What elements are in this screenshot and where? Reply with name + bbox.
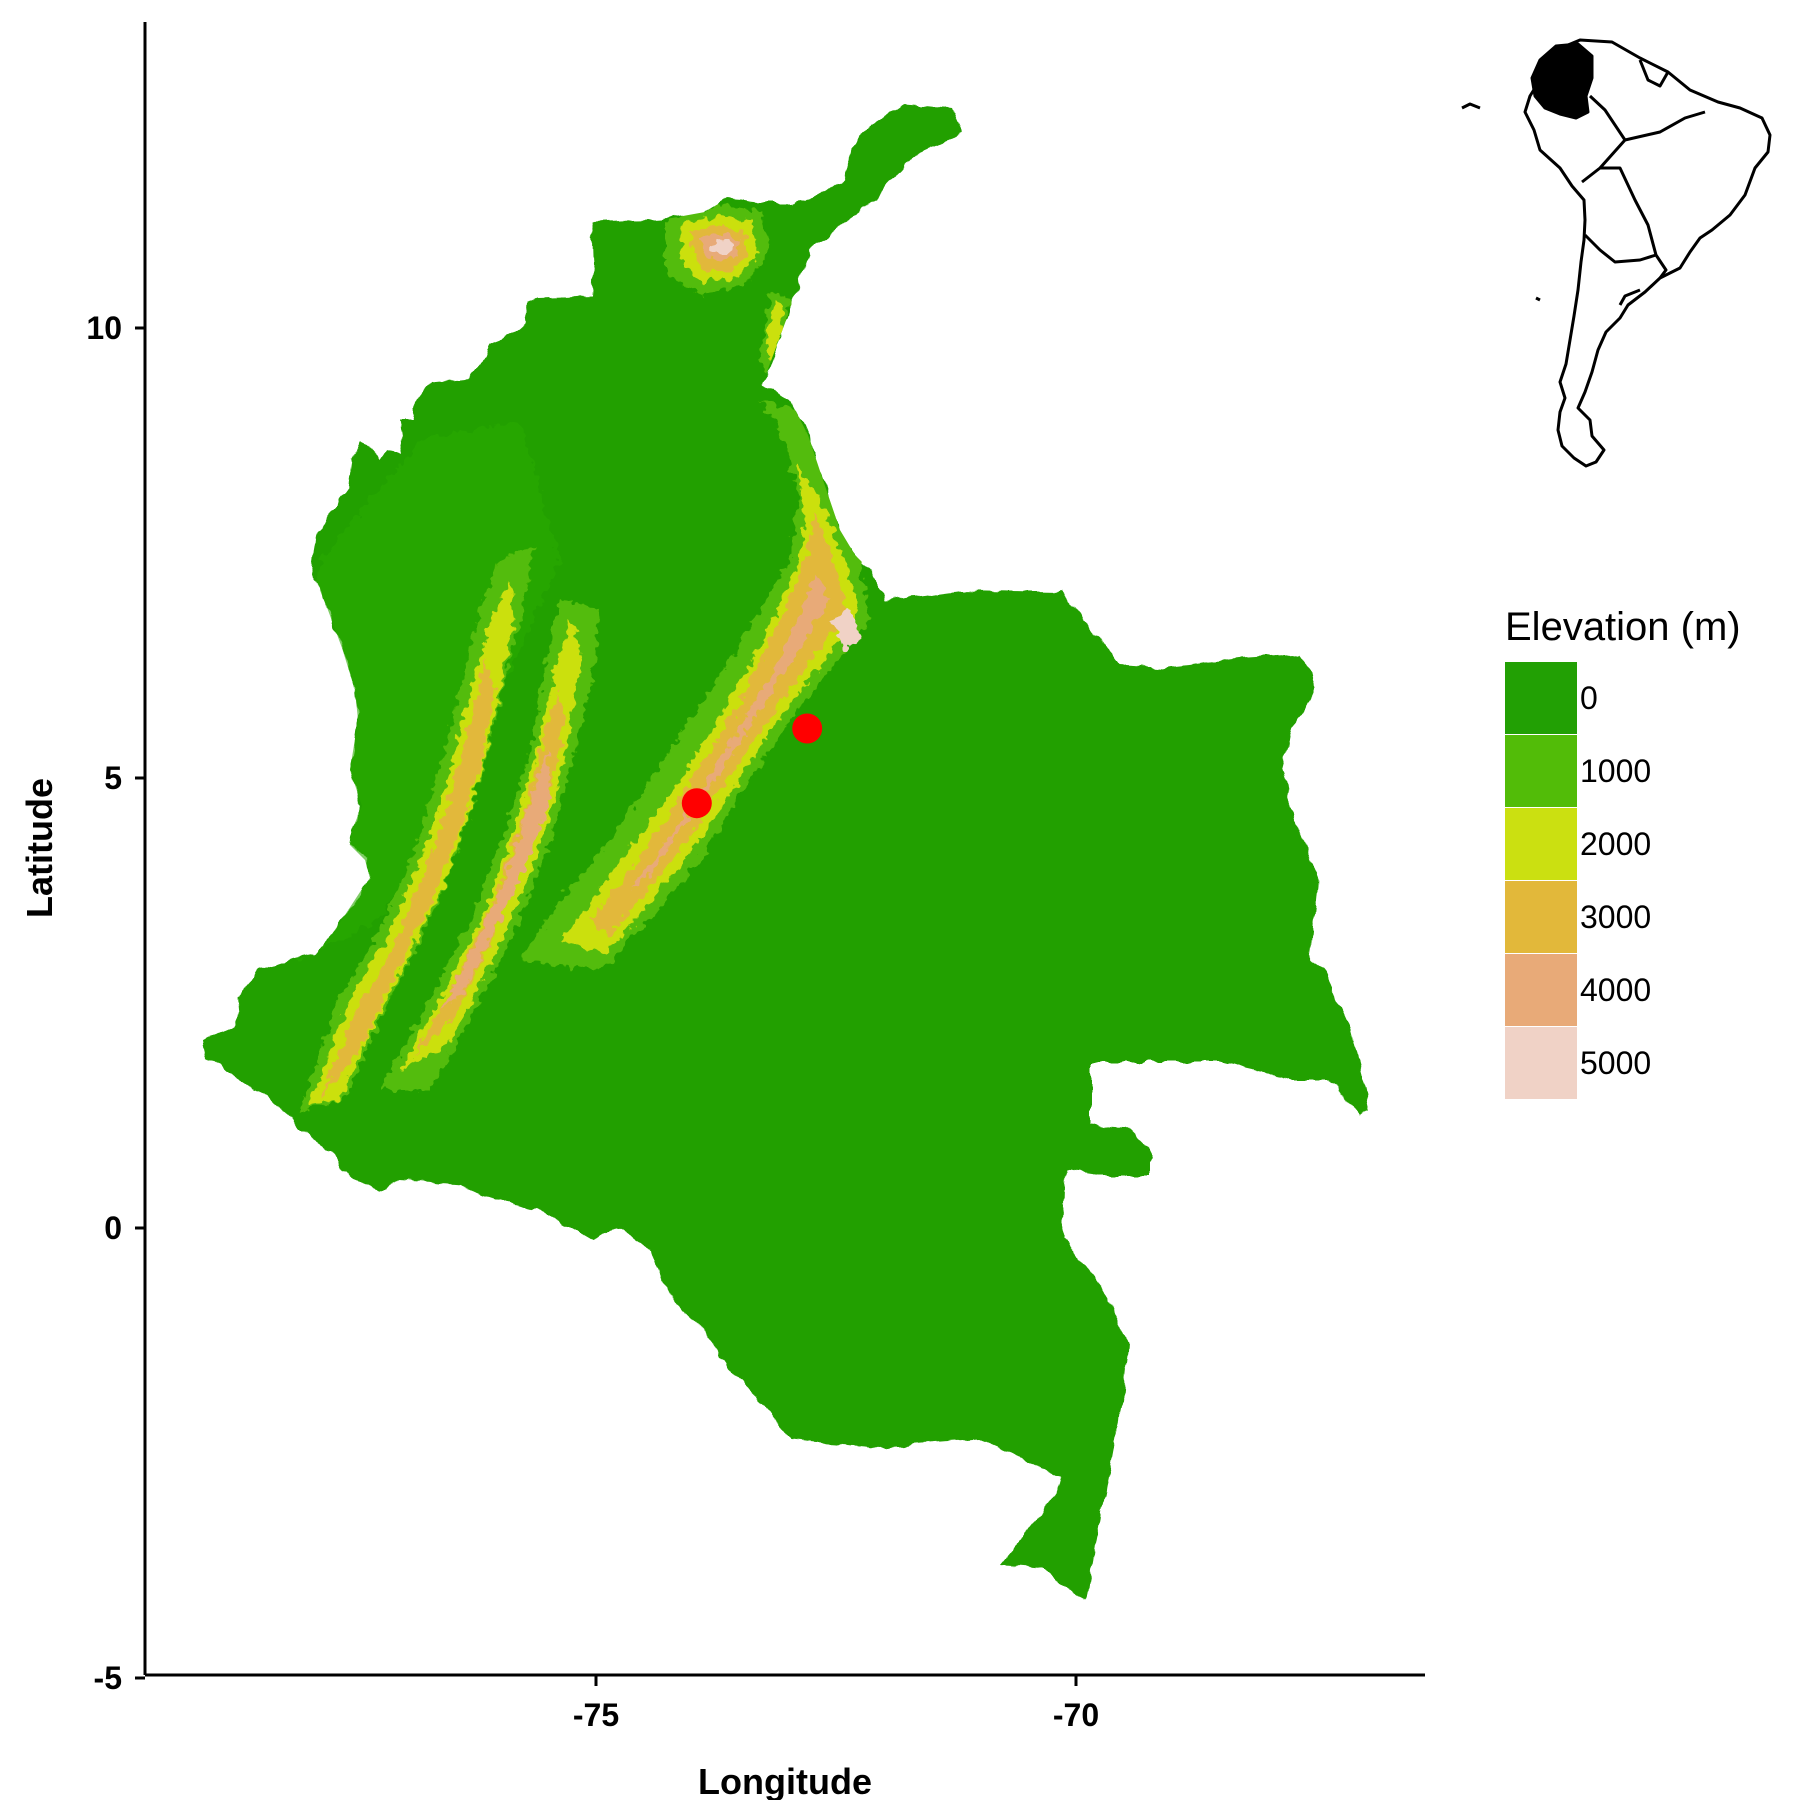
perija-2000 — [766, 300, 784, 365]
eastern-cordillera-3000 — [590, 510, 848, 935]
legend-label: 2000 — [1580, 826, 1651, 862]
x-tick-label: -75 — [573, 1697, 619, 1733]
eastern-cordillera-4000 — [630, 575, 830, 890]
legend-key — [1505, 881, 1577, 953]
legend-key — [1505, 808, 1577, 880]
eastern-cordillera-5000 — [830, 610, 862, 650]
legend-label: 3000 — [1580, 899, 1651, 935]
sample-point — [681, 788, 712, 819]
x-tick-label: -70 — [1053, 1697, 1099, 1733]
x-axis-title: Longitude — [698, 1761, 872, 1800]
inset-borders — [1581, 59, 1706, 306]
central-cordillera-2000 — [400, 620, 582, 1070]
eastern-cordillera-2000 — [560, 460, 858, 955]
small-island-left — [1461, 102, 1481, 110]
south-america-outline — [1523, 38, 1772, 468]
legend-key — [1505, 1027, 1577, 1099]
south-america-inset — [1461, 38, 1772, 468]
legend-entries: 0 1000 2000 3000 4000 5000 — [1505, 662, 1651, 1099]
legend-label: 4000 — [1580, 972, 1651, 1008]
sample-points — [681, 713, 823, 819]
western-cordillera-3000 — [320, 660, 495, 1098]
central-cordillera-3000 — [415, 690, 565, 1055]
colombia-elevation-map — [202, 104, 1370, 1600]
x-axis-ticks: -75 -70 — [573, 1675, 1099, 1733]
legend-label: 5000 — [1580, 1045, 1651, 1081]
y-tick-label: -5 — [94, 1660, 122, 1696]
western-cordillera-2000 — [310, 580, 515, 1105]
y-tick-label: 0 — [104, 1210, 122, 1246]
y-axis-ticks: -5 0 5 10 — [86, 310, 145, 1696]
legend-label: 1000 — [1580, 753, 1651, 789]
legend-label: 0 — [1580, 680, 1598, 716]
lowland-light-patch — [300, 420, 560, 960]
elevation-legend: Elevation (m) 0 1000 2000 3000 4000 5000 — [1505, 605, 1741, 1099]
y-tick-label: 5 — [104, 760, 122, 796]
sierra-nevada-5000 — [710, 240, 734, 254]
small-island-bottom — [1535, 296, 1541, 302]
legend-key — [1505, 954, 1577, 1026]
legend-key — [1505, 662, 1577, 734]
y-tick-label: 10 — [86, 310, 122, 346]
central-cordillera-4000 — [440, 750, 550, 1010]
colombia-inset-fill — [1530, 42, 1594, 120]
legend-title: Elevation (m) — [1505, 605, 1741, 649]
legend-key — [1505, 735, 1577, 807]
y-axis-title: Latitude — [19, 778, 60, 918]
sample-point — [792, 713, 823, 744]
